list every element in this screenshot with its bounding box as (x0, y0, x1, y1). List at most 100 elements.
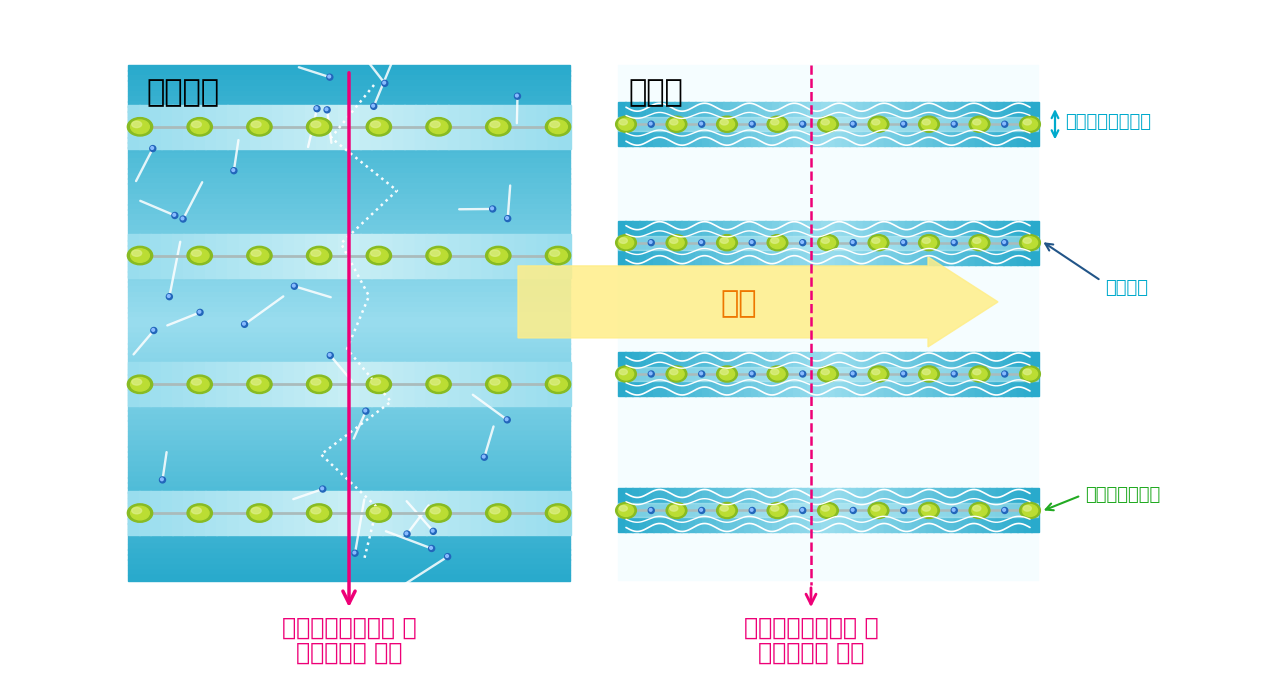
Circle shape (901, 372, 904, 375)
Circle shape (699, 507, 705, 514)
Bar (448, 362, 460, 406)
Ellipse shape (1023, 505, 1032, 511)
Bar (128, 111, 570, 117)
Bar (751, 102, 758, 146)
Ellipse shape (310, 120, 328, 134)
Ellipse shape (1023, 237, 1038, 249)
Circle shape (1001, 240, 1008, 246)
Ellipse shape (486, 375, 511, 393)
Bar (194, 491, 206, 535)
Bar (660, 221, 667, 265)
Bar (184, 234, 195, 277)
Bar (537, 234, 548, 277)
Bar (228, 491, 239, 535)
Bar (891, 352, 899, 396)
Bar (618, 221, 625, 265)
Circle shape (160, 477, 166, 483)
Circle shape (505, 418, 508, 421)
Bar (1017, 221, 1024, 265)
Circle shape (363, 409, 367, 412)
Ellipse shape (251, 506, 268, 520)
Bar (404, 234, 415, 277)
Text: 電気の流れやすさ 大: 電気の流れやすさ 大 (282, 616, 417, 640)
Bar (618, 117, 1038, 131)
Bar (404, 362, 415, 406)
Ellipse shape (615, 503, 637, 518)
Ellipse shape (366, 504, 391, 522)
Bar (863, 488, 871, 533)
Bar (294, 491, 305, 535)
Bar (382, 491, 394, 535)
Bar (382, 362, 394, 406)
Ellipse shape (430, 378, 441, 385)
Circle shape (700, 372, 703, 375)
Ellipse shape (919, 235, 939, 251)
Ellipse shape (430, 121, 441, 128)
Circle shape (751, 372, 753, 375)
Circle shape (749, 240, 756, 246)
Ellipse shape (371, 121, 381, 128)
Bar (1003, 352, 1010, 396)
Bar (618, 102, 625, 146)
Bar (448, 234, 460, 277)
Bar (618, 65, 1038, 580)
Ellipse shape (767, 116, 787, 133)
Circle shape (152, 329, 154, 331)
Bar (305, 104, 316, 149)
Bar (128, 318, 570, 323)
Ellipse shape (486, 504, 511, 522)
Ellipse shape (306, 375, 332, 393)
Ellipse shape (719, 237, 734, 249)
Bar (128, 462, 570, 467)
Bar (128, 219, 570, 225)
Ellipse shape (128, 117, 153, 136)
Bar (968, 221, 976, 265)
Bar (492, 362, 504, 406)
Bar (515, 491, 527, 535)
Bar (849, 102, 857, 146)
Circle shape (800, 240, 805, 246)
Bar (249, 104, 261, 149)
Circle shape (491, 207, 494, 210)
Bar (128, 353, 570, 359)
Bar (327, 362, 338, 406)
Bar (128, 158, 570, 163)
Bar (955, 488, 961, 533)
Bar (898, 221, 905, 265)
Bar (128, 446, 570, 451)
Bar (646, 102, 653, 146)
Bar (427, 234, 438, 277)
Circle shape (952, 240, 955, 243)
Bar (737, 221, 744, 265)
Bar (905, 221, 913, 265)
Bar (151, 362, 162, 406)
Ellipse shape (1019, 235, 1041, 251)
Ellipse shape (306, 117, 332, 136)
Circle shape (429, 546, 434, 551)
Ellipse shape (251, 507, 261, 514)
Bar (128, 359, 570, 364)
Ellipse shape (919, 503, 939, 518)
Bar (128, 127, 570, 133)
Bar (1024, 221, 1032, 265)
Bar (172, 104, 184, 149)
Bar (1024, 352, 1032, 396)
Bar (128, 498, 570, 503)
Ellipse shape (822, 505, 829, 511)
Ellipse shape (972, 237, 987, 249)
Bar (216, 362, 228, 406)
Circle shape (232, 169, 234, 171)
Ellipse shape (919, 366, 939, 382)
Bar (849, 488, 857, 533)
Bar (128, 322, 570, 328)
Ellipse shape (767, 235, 787, 251)
Bar (194, 104, 206, 149)
Circle shape (324, 107, 330, 113)
Bar (525, 234, 537, 277)
Ellipse shape (490, 121, 500, 128)
Circle shape (197, 309, 203, 316)
Circle shape (648, 371, 655, 377)
Ellipse shape (972, 118, 987, 130)
Bar (947, 102, 955, 146)
Circle shape (352, 550, 358, 556)
